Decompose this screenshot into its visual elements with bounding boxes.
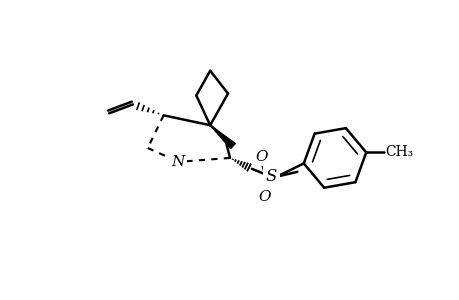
Text: O: O (255, 150, 268, 164)
Text: CH₃: CH₃ (384, 146, 412, 159)
Text: S: S (265, 168, 277, 185)
Text: O: O (258, 190, 270, 204)
Text: N: N (171, 155, 185, 169)
Polygon shape (210, 125, 235, 148)
